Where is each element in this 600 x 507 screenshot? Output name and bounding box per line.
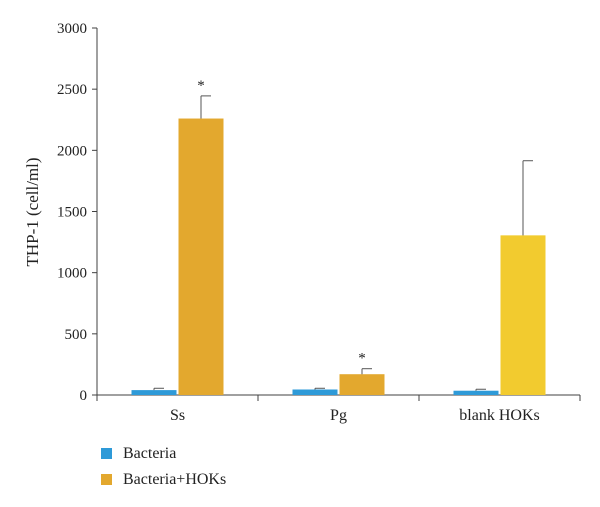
bar-bacteria (292, 389, 338, 395)
bar-bacteria (453, 390, 499, 395)
bar-bacteria-hoks (339, 374, 385, 395)
x-tick-label: Pg (330, 407, 347, 424)
bar-bacteria-hoks (500, 235, 546, 395)
significance-marker: * (197, 78, 205, 94)
y-tick-label: 1500 (57, 205, 87, 221)
legend: Bacteria Bacteria+HOKs (101, 445, 226, 488)
axes: 0 500 1000 1500 2000 2500 3000 Ss Pg blank HOKs (57, 21, 581, 424)
y-tick-label: 500 (65, 327, 88, 343)
bar-bacteria (131, 390, 177, 395)
legend-label: Bacteria+HOKs (123, 471, 226, 488)
x-tick-label: blank HOKs (459, 407, 539, 424)
x-tick-label: Ss (170, 407, 185, 424)
y-tick-label: 2000 (57, 143, 87, 159)
legend-swatch (101, 448, 112, 459)
bar-bacteria-hoks (178, 118, 224, 395)
y-tick-label: 0 (80, 388, 88, 404)
y-axis-label: THP-1 (cell/ml) (23, 157, 42, 266)
annotations: ** (197, 78, 366, 367)
significance-marker: * (358, 351, 366, 367)
y-tick-label: 2500 (57, 82, 87, 98)
bars (131, 95, 546, 395)
y-tick-label: 1000 (57, 266, 87, 282)
legend-swatch (101, 474, 112, 485)
y-tick-label: 3000 (57, 21, 87, 37)
legend-label: Bacteria (123, 445, 176, 462)
